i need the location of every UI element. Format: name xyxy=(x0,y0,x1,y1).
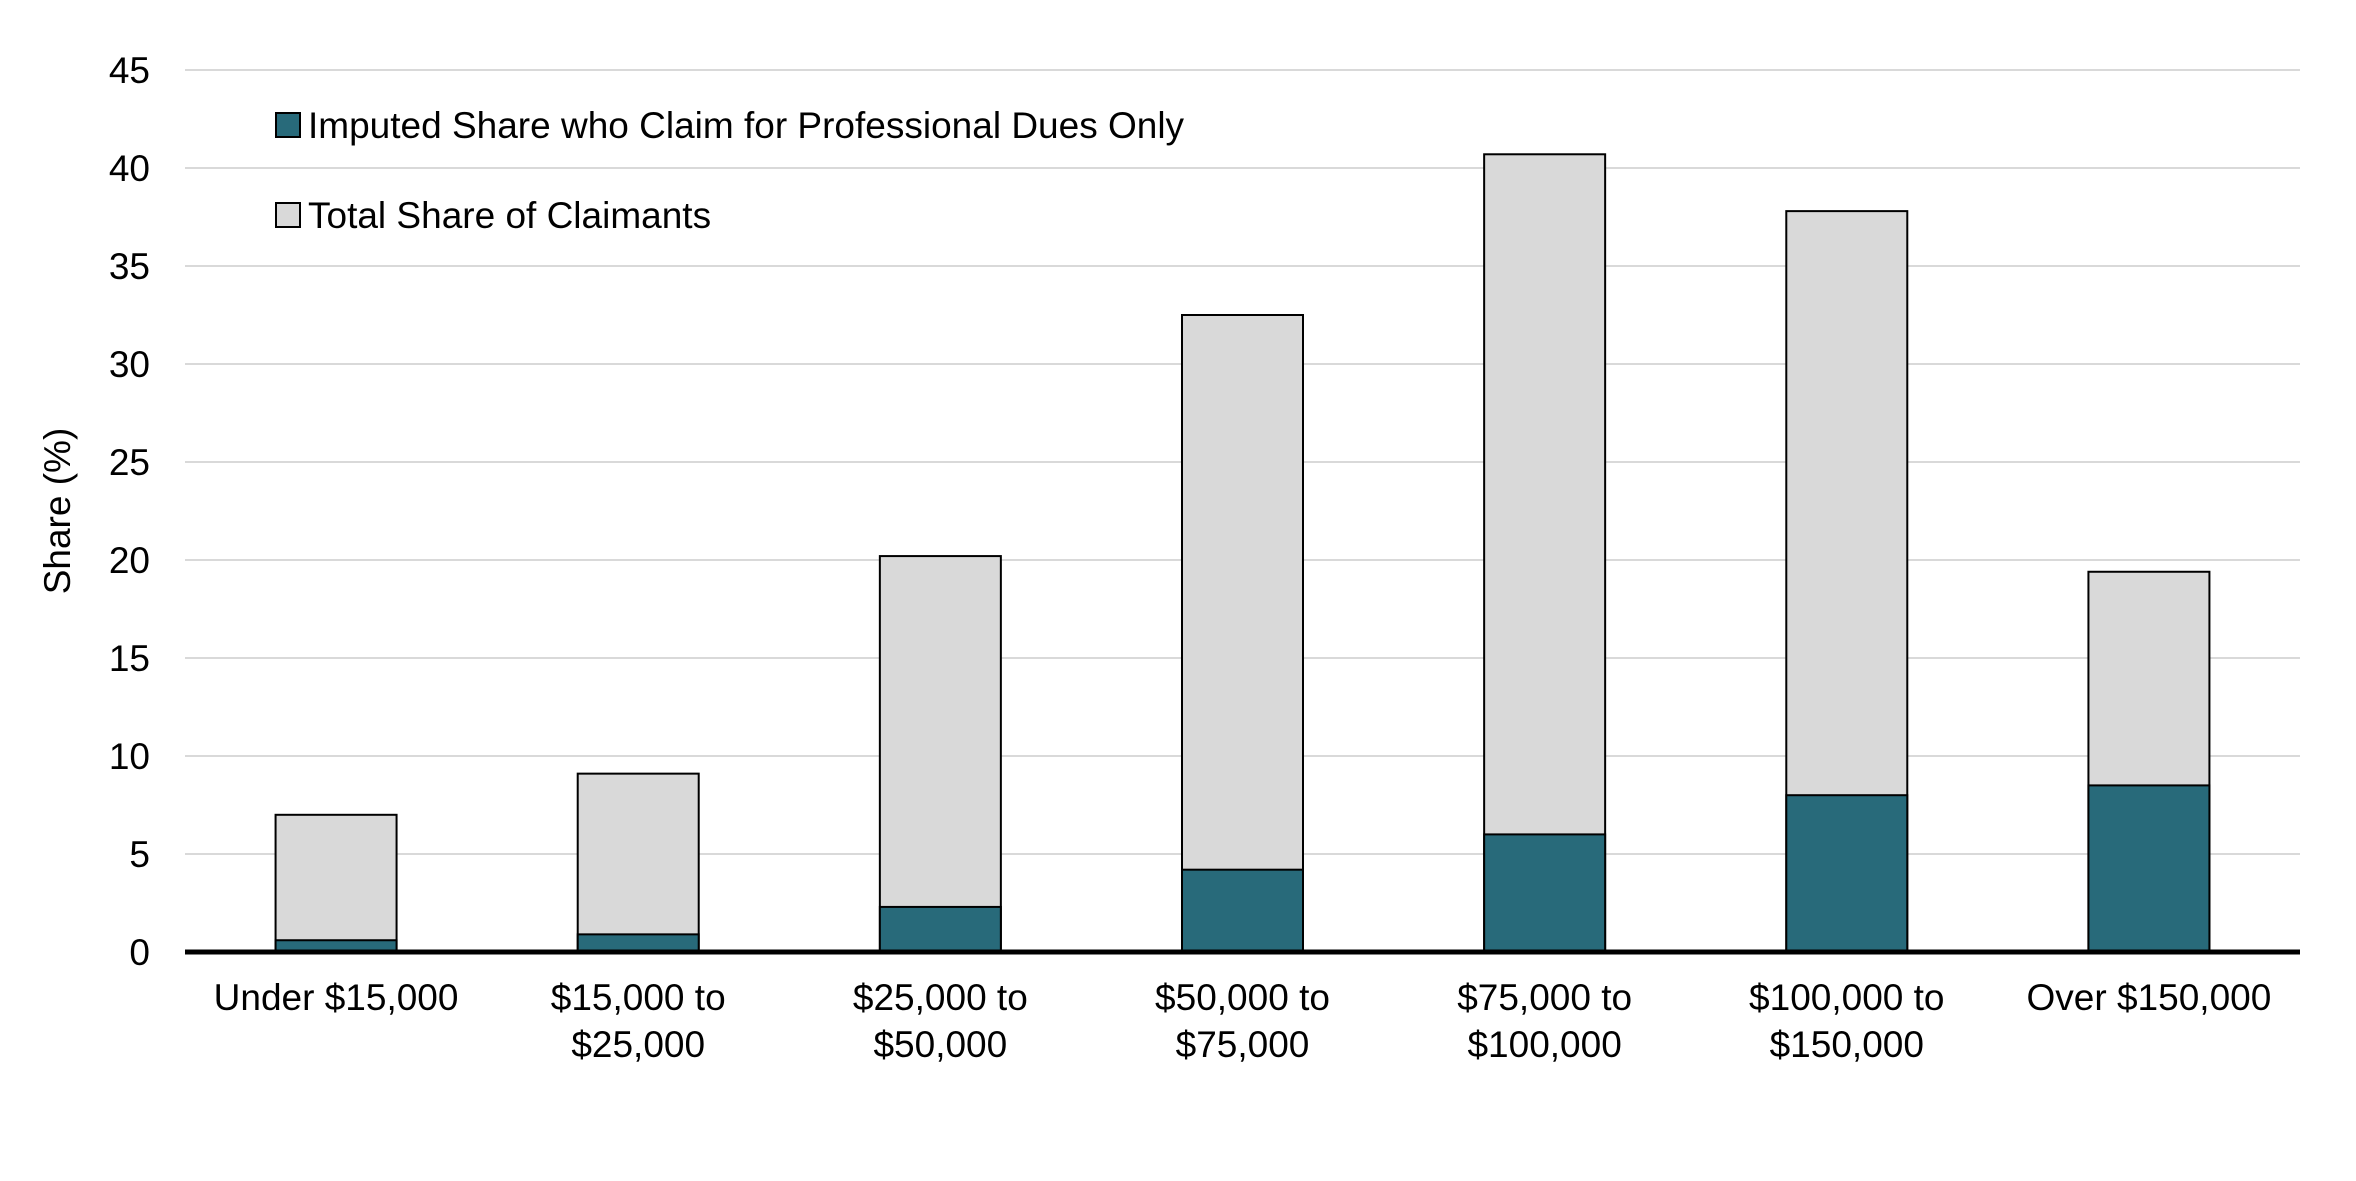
bar-total-share xyxy=(1181,314,1304,953)
legend: Imputed Share who Claim for Professional… xyxy=(275,105,1185,236)
x-category-label: Under $15,000 xyxy=(214,977,459,1018)
y-tick-label: 5 xyxy=(129,834,150,875)
x-category-label: $100,000 xyxy=(1467,1024,1621,1065)
y-tick-label: 25 xyxy=(109,442,150,483)
legend-label: Total Share of Claimants xyxy=(308,195,711,236)
bar-total-share xyxy=(1483,153,1607,953)
x-category-label: $50,000 xyxy=(873,1024,1007,1065)
bar-total-share xyxy=(878,555,1002,954)
bar-total-share xyxy=(576,772,700,954)
x-category-label: $50,000 to xyxy=(1155,977,1330,1018)
bar-imputed-share xyxy=(576,933,700,953)
bar-imputed-share xyxy=(1181,868,1304,953)
bar-imputed-share xyxy=(1483,833,1607,954)
bars xyxy=(274,153,2211,954)
y-tick-label: 10 xyxy=(109,736,150,777)
y-tick-label: 20 xyxy=(109,540,150,581)
y-tick-label: 30 xyxy=(109,344,150,385)
bar-imputed-share xyxy=(1785,794,1909,954)
y-tick-label: 35 xyxy=(109,246,150,287)
bar-imputed-share xyxy=(2087,784,2211,954)
legend-label: Imputed Share who Claim for Professional… xyxy=(308,105,1185,146)
x-category-label: Over $150,000 xyxy=(2027,977,2272,1018)
x-category-label: $100,000 to xyxy=(1749,977,1944,1018)
legend-swatch xyxy=(275,202,301,228)
legend-swatch xyxy=(275,112,301,138)
y-tick-label: 0 xyxy=(129,932,150,973)
y-axis-title: Share (%) xyxy=(37,428,78,595)
bar-total-share xyxy=(274,813,398,953)
x-category-label: $25,000 to xyxy=(853,977,1028,1018)
x-category-label: $15,000 to xyxy=(551,977,726,1018)
y-tick-label: 40 xyxy=(109,148,150,189)
x-category-label: $75,000 xyxy=(1176,1024,1310,1065)
x-axis-categories: Under $15,000 $15,000 to $25,000 $25,000 to… xyxy=(214,977,2272,1065)
x-category-label: $25,000 xyxy=(571,1024,705,1065)
x-category-label: $150,000 xyxy=(1770,1024,1924,1065)
y-tick-label: 45 xyxy=(109,50,150,91)
x-category-label: $75,000 to xyxy=(1457,977,1632,1018)
y-axis-ticks: 0 5 10 15 20 25 30 35 40 45 xyxy=(109,50,150,973)
bar-imputed-share xyxy=(878,905,1002,953)
y-tick-label: 15 xyxy=(109,638,150,679)
